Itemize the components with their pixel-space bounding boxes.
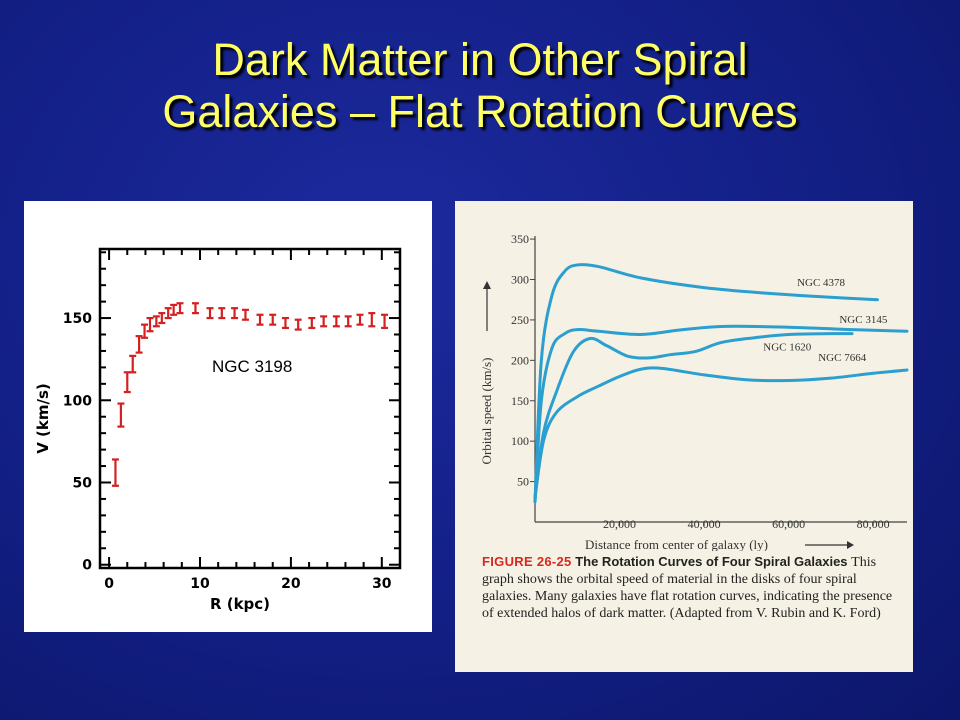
x-tick-label: 60,000 bbox=[772, 517, 805, 531]
x-tick-label: 20,000 bbox=[603, 517, 636, 531]
data-point-errorbar bbox=[332, 315, 340, 328]
figure-text: This graph shows the orbital speed of ma… bbox=[482, 555, 893, 621]
x-axis-label: R (kpc) bbox=[210, 595, 270, 613]
data-point-errorbar bbox=[344, 315, 352, 328]
data-point-errorbar bbox=[281, 316, 289, 330]
figure-caption: FIGURE 26-25 The Rotation Curves of Four… bbox=[482, 554, 902, 622]
y-tick-label: 200 bbox=[511, 353, 529, 367]
curve-label-ngc7664: NGC 7664 bbox=[818, 352, 866, 364]
data-point-errorbar bbox=[129, 354, 137, 374]
data-point-errorbar bbox=[146, 316, 154, 333]
data-point-errorbar bbox=[294, 318, 302, 331]
y-tick-label: 300 bbox=[511, 273, 529, 287]
y-tick-label: 250 bbox=[511, 313, 529, 327]
x-axis-arrow-head bbox=[847, 541, 854, 549]
slide-title-line-1: Dark Matter in Other Spiral bbox=[212, 34, 748, 85]
x-tick-label: 10 bbox=[190, 576, 210, 592]
data-point-errorbar bbox=[320, 315, 328, 328]
curve-label-ngc1620: NGC 1620 bbox=[763, 342, 811, 354]
y-tick-label: 150 bbox=[63, 311, 92, 327]
figure-number: FIGURE 26-25 bbox=[482, 554, 572, 569]
y-tick-label: 150 bbox=[511, 394, 529, 408]
y-axis-arrow-head bbox=[483, 281, 491, 289]
data-point-errorbar bbox=[117, 402, 125, 428]
data-point-errorbar bbox=[269, 313, 277, 326]
y-tick-label: 100 bbox=[511, 434, 529, 448]
data-point-errorbar bbox=[368, 312, 376, 328]
data-point-errorbar bbox=[164, 307, 172, 320]
four-galaxies-rotation-chart: 50 100 150 200 250 300 350 20,000 40,000 60,000 80… bbox=[479, 232, 909, 551]
galaxy-label-ngc3198: NGC 3198 bbox=[212, 357, 292, 376]
curve-label-ngc4378: NGC 4378 bbox=[797, 277, 845, 289]
x-tick-label: 20 bbox=[281, 576, 301, 592]
curve-label-ngc3145: NGC 3145 bbox=[839, 314, 887, 326]
ngc3198-chart-panel: 0 10 20 30 0 50 100 150 R (kpc) V (km/s) NGC 3198 bbox=[24, 201, 432, 632]
rotation-curve-ngc4378 bbox=[533, 263, 879, 504]
data-point-errorbar bbox=[141, 323, 149, 339]
x-tick-label: 80,000 bbox=[857, 517, 890, 531]
y-axis-label: Orbital speed (km/s) bbox=[479, 358, 494, 465]
data-point-errorbar bbox=[152, 315, 160, 328]
ngc3198-rotation-chart: 0 10 20 30 0 50 100 150 R (kpc) V (km/s) NGC 3198 bbox=[34, 247, 402, 613]
slide-title-line-2: Galaxies – Flat Rotation Curves bbox=[162, 86, 798, 137]
data-point-errorbar bbox=[218, 307, 226, 320]
y-tick-label: 50 bbox=[517, 475, 529, 489]
y-tick-label: 0 bbox=[82, 558, 92, 574]
data-point-errorbar bbox=[111, 458, 119, 487]
data-point-errorbar bbox=[308, 316, 316, 330]
x-axis-label: Distance from center of galaxy (ly) bbox=[585, 537, 768, 551]
y-tick-label: 50 bbox=[73, 475, 93, 491]
figure-title: The Rotation Curves of Four Spiral Galax… bbox=[575, 554, 848, 569]
y-axis-label: V (km/s) bbox=[34, 383, 52, 454]
rotation-curve-ngc3145 bbox=[533, 324, 909, 504]
data-point-errorbar bbox=[231, 307, 239, 320]
plot-frame bbox=[98, 247, 402, 570]
data-point-errorbar bbox=[356, 313, 364, 326]
slide-title: Dark Matter in Other Spiral Galaxies – F… bbox=[0, 34, 960, 138]
textbook-figure-panel: 50 100 150 200 250 300 350 20,000 40,000 60,000 80… bbox=[455, 201, 913, 672]
data-point-errorbar bbox=[135, 335, 143, 354]
data-point-errorbar bbox=[158, 312, 166, 325]
data-point-errorbar bbox=[381, 313, 389, 330]
x-tick-label: 30 bbox=[372, 576, 392, 592]
rotation-curve-ngc7664 bbox=[533, 366, 909, 500]
data-point-errorbar bbox=[170, 303, 178, 316]
y-tick-label: 350 bbox=[511, 232, 529, 246]
data-point-errorbar bbox=[241, 308, 249, 321]
data-point-errorbar bbox=[123, 371, 131, 394]
x-tick-label: 0 bbox=[104, 576, 114, 592]
data-point-errorbar bbox=[191, 302, 199, 315]
x-tick-label: 40,000 bbox=[688, 517, 721, 531]
data-point-errorbar bbox=[176, 302, 184, 315]
rotation-curve-ngc1620 bbox=[533, 332, 854, 500]
data-point-errorbar bbox=[206, 307, 214, 320]
data-point-errorbar bbox=[256, 313, 264, 326]
y-tick-label: 100 bbox=[63, 393, 92, 409]
